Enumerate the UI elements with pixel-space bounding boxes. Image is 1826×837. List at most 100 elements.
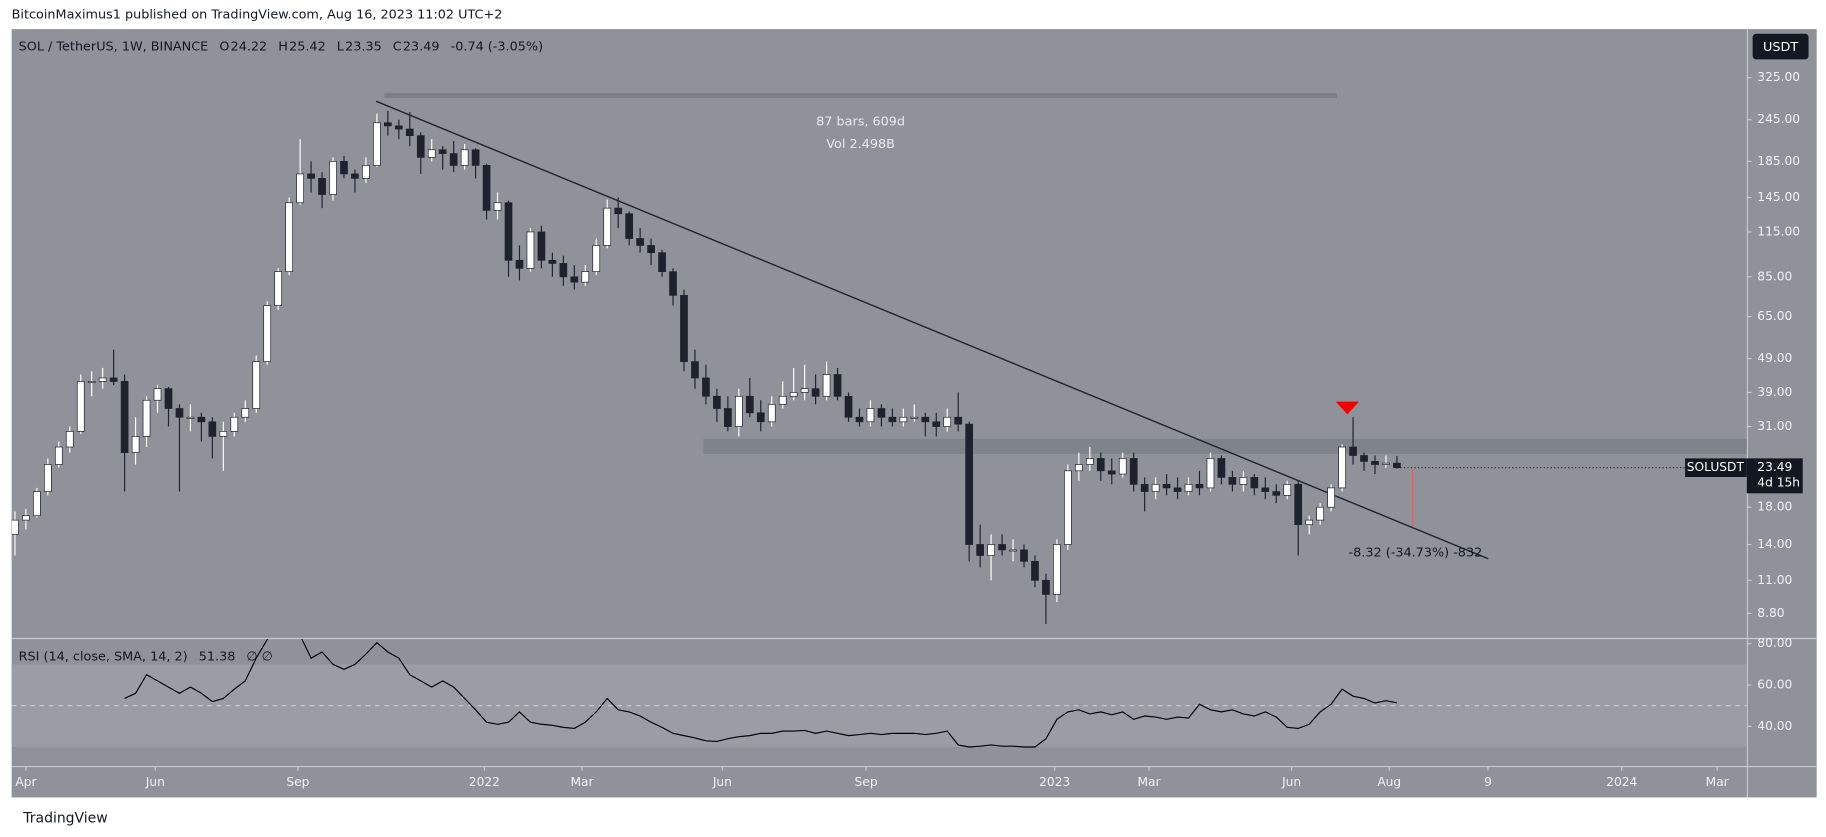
y-tick-label: 85.00 — [1757, 269, 1792, 283]
candle-body — [855, 416, 864, 423]
x-tick-label: Jun — [145, 775, 165, 789]
candle-body — [351, 173, 359, 179]
candle-body — [702, 377, 710, 397]
rsi-legend: RSI (14, close, SMA, 14, 2) 51.38 ∅ ∅ — [19, 649, 273, 664]
drop-label: -8.32 (-34.73%) -832 — [1349, 545, 1483, 560]
candle-body — [1239, 477, 1248, 485]
candle-body — [888, 416, 897, 423]
candle-body — [1107, 470, 1116, 475]
candle-body — [340, 161, 348, 175]
candle-body — [1206, 458, 1215, 489]
candle-body — [252, 361, 261, 409]
candle-body — [844, 395, 853, 418]
candle-body — [778, 395, 787, 405]
candle-body — [296, 173, 304, 204]
candle-body — [614, 207, 623, 215]
candle-body — [1151, 483, 1160, 492]
candle-body — [1382, 462, 1390, 465]
candle-body — [636, 238, 644, 246]
y-tick-label: 8.80 — [1757, 606, 1784, 620]
price-tag-value: 23.49 — [1757, 460, 1792, 474]
y-tick-label: 39.00 — [1757, 385, 1792, 399]
legend-h: H — [278, 39, 288, 54]
candle-body — [1338, 446, 1346, 489]
legend-l: L — [337, 39, 345, 54]
candle-body — [482, 165, 491, 211]
candle-body — [921, 416, 930, 423]
candle-body — [1075, 464, 1083, 472]
candle-body — [1140, 483, 1149, 492]
candle-body — [603, 207, 612, 246]
candle-body — [98, 377, 107, 382]
candle-body — [241, 408, 250, 418]
candle-body — [1250, 477, 1259, 489]
x-tick-label: Aug — [1377, 775, 1401, 789]
candle-body — [493, 202, 502, 211]
y-tick-label: 145.00 — [1757, 190, 1800, 204]
candle-body — [43, 464, 52, 492]
symbol-tag — [1685, 458, 1747, 478]
candle-body — [526, 231, 535, 269]
candle-body — [449, 153, 458, 166]
price-tag-countdown: 4d 15h — [1757, 475, 1800, 489]
candle-body — [142, 399, 151, 437]
y-tick-label: 185.00 — [1757, 154, 1800, 168]
candle-body — [285, 202, 293, 273]
candle-body — [230, 416, 239, 432]
candle-body — [164, 388, 173, 409]
candle-body — [1327, 487, 1335, 508]
candle-body — [1316, 506, 1324, 521]
publish-note: BitcoinMaximus1 published on TradingView… — [12, 8, 503, 23]
candle-body — [1020, 549, 1028, 562]
candle-body — [373, 122, 381, 166]
drawings — [375, 93, 1747, 560]
currency-button[interactable] — [1752, 33, 1809, 60]
x-tick-label: Jun — [712, 775, 732, 789]
candle-body — [767, 403, 776, 423]
candle-body — [460, 149, 469, 166]
x-tick-label: Jun — [1281, 775, 1301, 789]
candle-body — [438, 149, 447, 154]
candle-body — [109, 377, 118, 382]
x-tick-label: Mar — [1138, 775, 1162, 789]
candle-body — [789, 392, 798, 397]
candle-body — [427, 149, 436, 158]
candle-body — [11, 519, 19, 535]
candle-body — [120, 381, 129, 453]
candle-body — [899, 416, 908, 423]
x-tick-label: Mar — [570, 775, 594, 789]
measure-label: 87 bars, 609d — [816, 115, 905, 130]
candle-body — [1009, 549, 1017, 552]
candle-body — [307, 173, 315, 179]
candle-body — [1064, 470, 1072, 545]
candle-body — [833, 374, 842, 397]
x-tick-label: 2023 — [1039, 775, 1070, 789]
candle-body — [680, 295, 688, 362]
candle-body — [416, 135, 425, 158]
candle-body — [219, 431, 228, 437]
candle-body — [87, 381, 96, 383]
candle-body — [1272, 491, 1281, 496]
candle-body — [405, 128, 414, 136]
legend-o-value: 24.22 — [231, 39, 268, 54]
rsi-title: RSI (14, close, SMA, 14, 2) — [19, 649, 188, 664]
symbol-tag-label: SOLUSDT — [1687, 460, 1745, 474]
currency-label[interactable]: USDT — [1763, 40, 1798, 55]
candle-body — [976, 544, 984, 556]
candle-body — [65, 431, 74, 448]
candle-body — [559, 263, 568, 278]
candle-body — [658, 252, 666, 273]
candle-body — [1031, 560, 1039, 581]
y-tick-label: 18.00 — [1757, 500, 1792, 514]
legend: SOL / TetherUS, 1W, BINANCE O24.22 H25.4… — [19, 39, 543, 54]
candle-body — [362, 165, 370, 179]
candle-body — [1360, 455, 1368, 462]
candle-body — [1261, 487, 1270, 492]
candle-body — [745, 395, 754, 414]
candle-body — [274, 271, 283, 306]
candle-body — [1162, 483, 1171, 489]
candle-body — [76, 381, 85, 432]
candle-body — [22, 515, 30, 521]
candle-body — [669, 271, 677, 296]
